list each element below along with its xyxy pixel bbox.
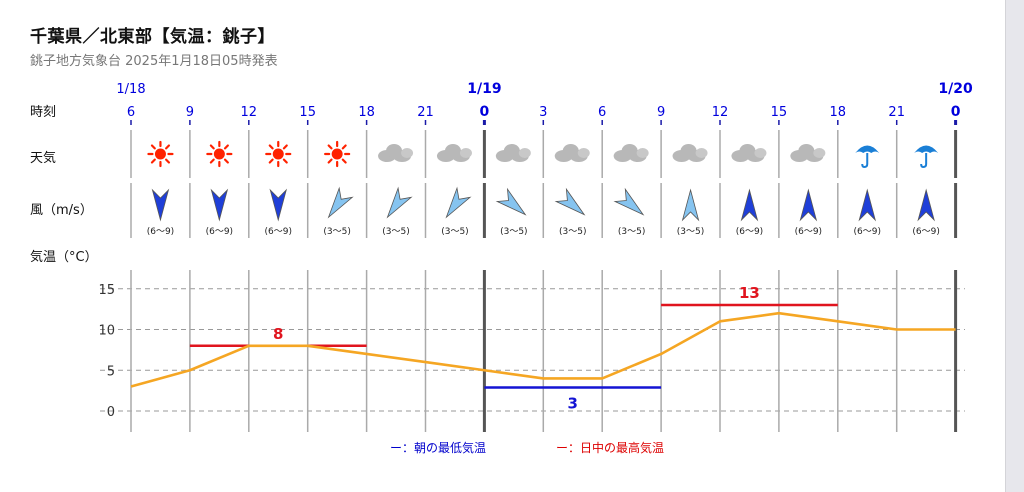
y-tick-label: 10 (98, 324, 115, 339)
date-label: 1/18 (116, 82, 145, 97)
sun-icon (265, 140, 292, 168)
cloud-icon (495, 144, 531, 162)
cloud-icon (731, 144, 767, 162)
wind-speed-label: (6〜9) (265, 227, 292, 237)
sun-icon (147, 140, 174, 168)
wind-arrow-icon (554, 187, 586, 216)
hour-tick-label: 0 (951, 104, 961, 120)
cloud-icon (790, 144, 826, 162)
legend-min-temp: ー：朝の最低気温 (390, 440, 486, 455)
date-label: 1/20 (938, 81, 973, 97)
hour-tick-label: 12 (712, 105, 729, 120)
wind-speed-label: (3〜5) (323, 227, 350, 237)
wind-arrow-icon (386, 186, 413, 219)
cloud-icon (613, 144, 649, 162)
wind-speed-label: (6〜9) (736, 227, 763, 237)
wind-arrow-icon (151, 188, 170, 222)
sun-icon (324, 140, 351, 168)
temp-axis-label: 気温（°C） (30, 249, 98, 265)
max-temp-label: 8 (273, 325, 283, 343)
wind-arrow-icon (799, 188, 818, 222)
wind-speed-label: (6〜9) (912, 227, 939, 237)
wind-arrow-icon (917, 188, 935, 222)
umbrella-icon (855, 145, 880, 169)
hour-tick-label: 18 (830, 105, 847, 120)
wind-speed-label: (3〜5) (559, 227, 586, 237)
hour-tick-label: 21 (888, 105, 905, 120)
issue-info: 銚子地方気象台 2025年1月18日05時発表 (30, 54, 278, 69)
wind-row-label: 風（m/s） (30, 203, 93, 218)
hour-tick-label: 18 (358, 105, 375, 120)
hour-tick-label: 6 (127, 105, 135, 120)
wind-speed-label: (3〜5) (500, 227, 527, 237)
wind-arrow-icon (445, 186, 472, 219)
temperature-line (130, 311, 956, 388)
y-tick-label: 5 (107, 364, 115, 379)
wind-arrow-icon (327, 186, 354, 219)
wind-arrow-icon (495, 187, 527, 216)
hour-tick-label: 15 (771, 105, 788, 120)
cloud-icon (436, 144, 472, 162)
hour-tick-label: 9 (657, 105, 665, 120)
wind-speed-label: (3〜5) (677, 227, 704, 237)
wind-speed-label: (6〜9) (795, 227, 822, 237)
wind-arrow-icon (858, 188, 877, 222)
umbrella-icon (914, 145, 939, 169)
wind-arrow-icon (210, 188, 229, 222)
wind-speed-label: (6〜9) (206, 227, 233, 237)
wind-speed-label: (3〜5) (441, 227, 468, 237)
hour-tick-label: 6 (598, 105, 606, 120)
time-row-label: 時刻 (30, 105, 56, 120)
hour-tick-label: 3 (539, 105, 547, 120)
legend-max-temp: ー：日中の最高気温 (556, 440, 664, 455)
date-label: 1/19 (467, 81, 501, 97)
max-temp-label: 13 (739, 284, 760, 302)
wind-speed-label: (6〜9) (854, 227, 881, 237)
y-tick-label: 0 (107, 405, 115, 420)
wind-speed-label: (3〜5) (382, 227, 409, 237)
page-title: 千葉県／北東部【気温：銚子】 (30, 27, 275, 47)
cloud-icon (672, 144, 708, 162)
hour-tick-label: 21 (417, 105, 434, 120)
wind-speed-label: (6〜9) (147, 227, 174, 237)
hour-tick-label: 12 (241, 105, 258, 120)
wind-arrow-icon (681, 188, 700, 222)
sun-icon (206, 140, 233, 168)
scrollbar[interactable] (1005, 0, 1024, 492)
cloud-icon (378, 144, 414, 162)
wind-speed-label: (3〜5) (618, 227, 645, 237)
wind-arrow-icon (269, 188, 288, 222)
wind-arrow-icon (740, 188, 759, 222)
hour-tick-label: 9 (186, 105, 194, 120)
wind-arrow-icon (613, 187, 645, 216)
min-temp-label: 3 (568, 395, 578, 413)
hour-tick-label: 15 (299, 105, 316, 120)
hour-tick-label: 0 (480, 104, 490, 120)
weather-row-label: 天気 (30, 150, 56, 166)
y-tick-label: 15 (98, 283, 115, 298)
cloud-icon (554, 144, 590, 162)
